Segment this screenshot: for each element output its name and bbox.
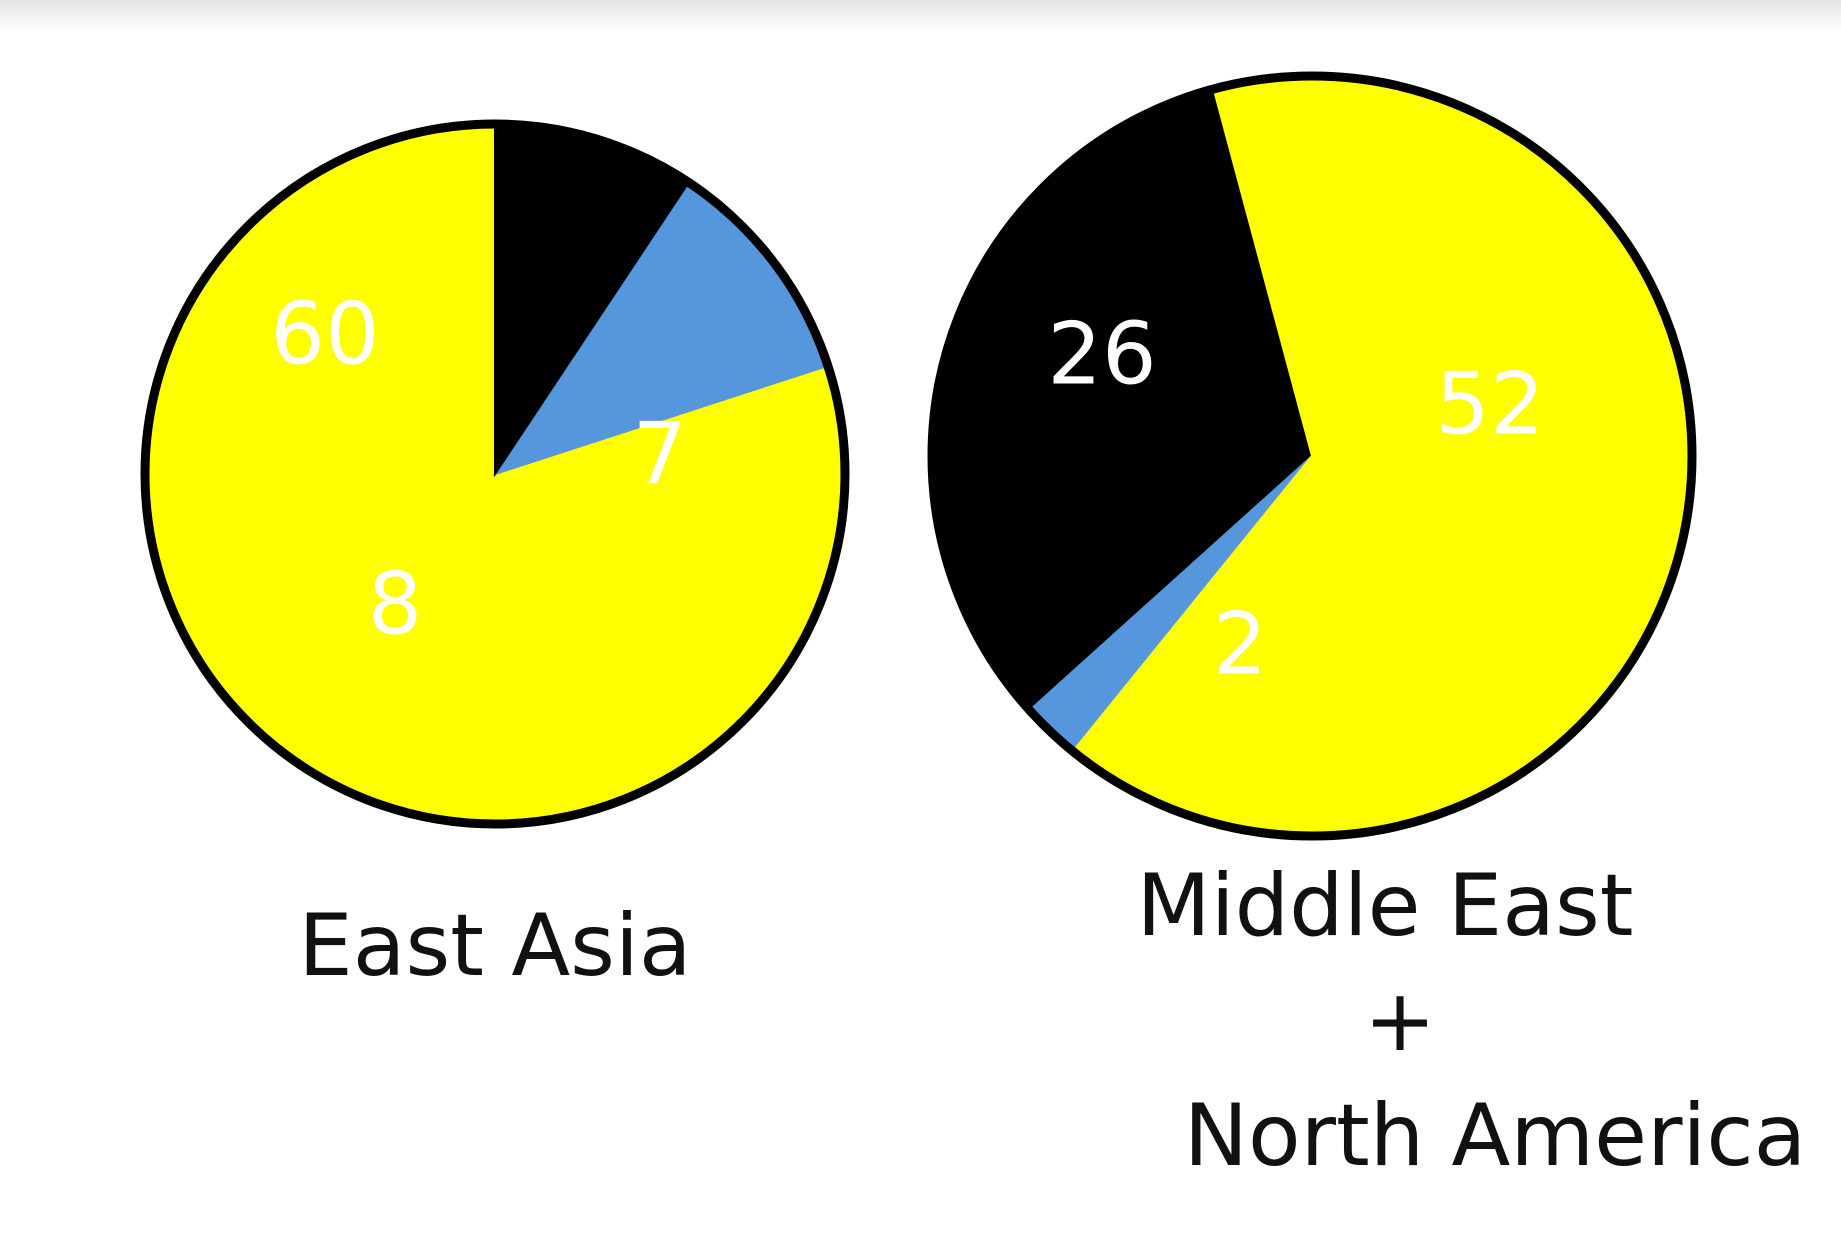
pie-title-line-2: + (1364, 971, 1436, 1071)
pie-me-na-outline (927, 71, 1697, 841)
pie-chart-middle-east-north-america: 26 2 52 Middle East + North America (927, 71, 1807, 1186)
slice-label-east-asia-7: 7 (633, 404, 688, 504)
pie-title-line-3: North America (1184, 1086, 1807, 1186)
top-shadow (0, 0, 1841, 34)
pie-east-asia-slices (144, 122, 846, 825)
slice-label-east-asia-8: 8 (368, 554, 423, 654)
pie-title-east-asia: East Asia (298, 896, 691, 996)
slice-label-me-na-2: 2 (1213, 594, 1268, 694)
slice-label-me-na-52: 52 (1435, 354, 1544, 454)
slice-label-east-asia-60: 60 (270, 284, 379, 384)
pie-chart-east-asia: 60 8 7 East Asia (140, 119, 850, 996)
pie-title-line-1: Middle East (1137, 856, 1634, 956)
slice-label-me-na-26: 26 (1047, 304, 1156, 404)
pie-east-asia-outline (140, 119, 850, 829)
